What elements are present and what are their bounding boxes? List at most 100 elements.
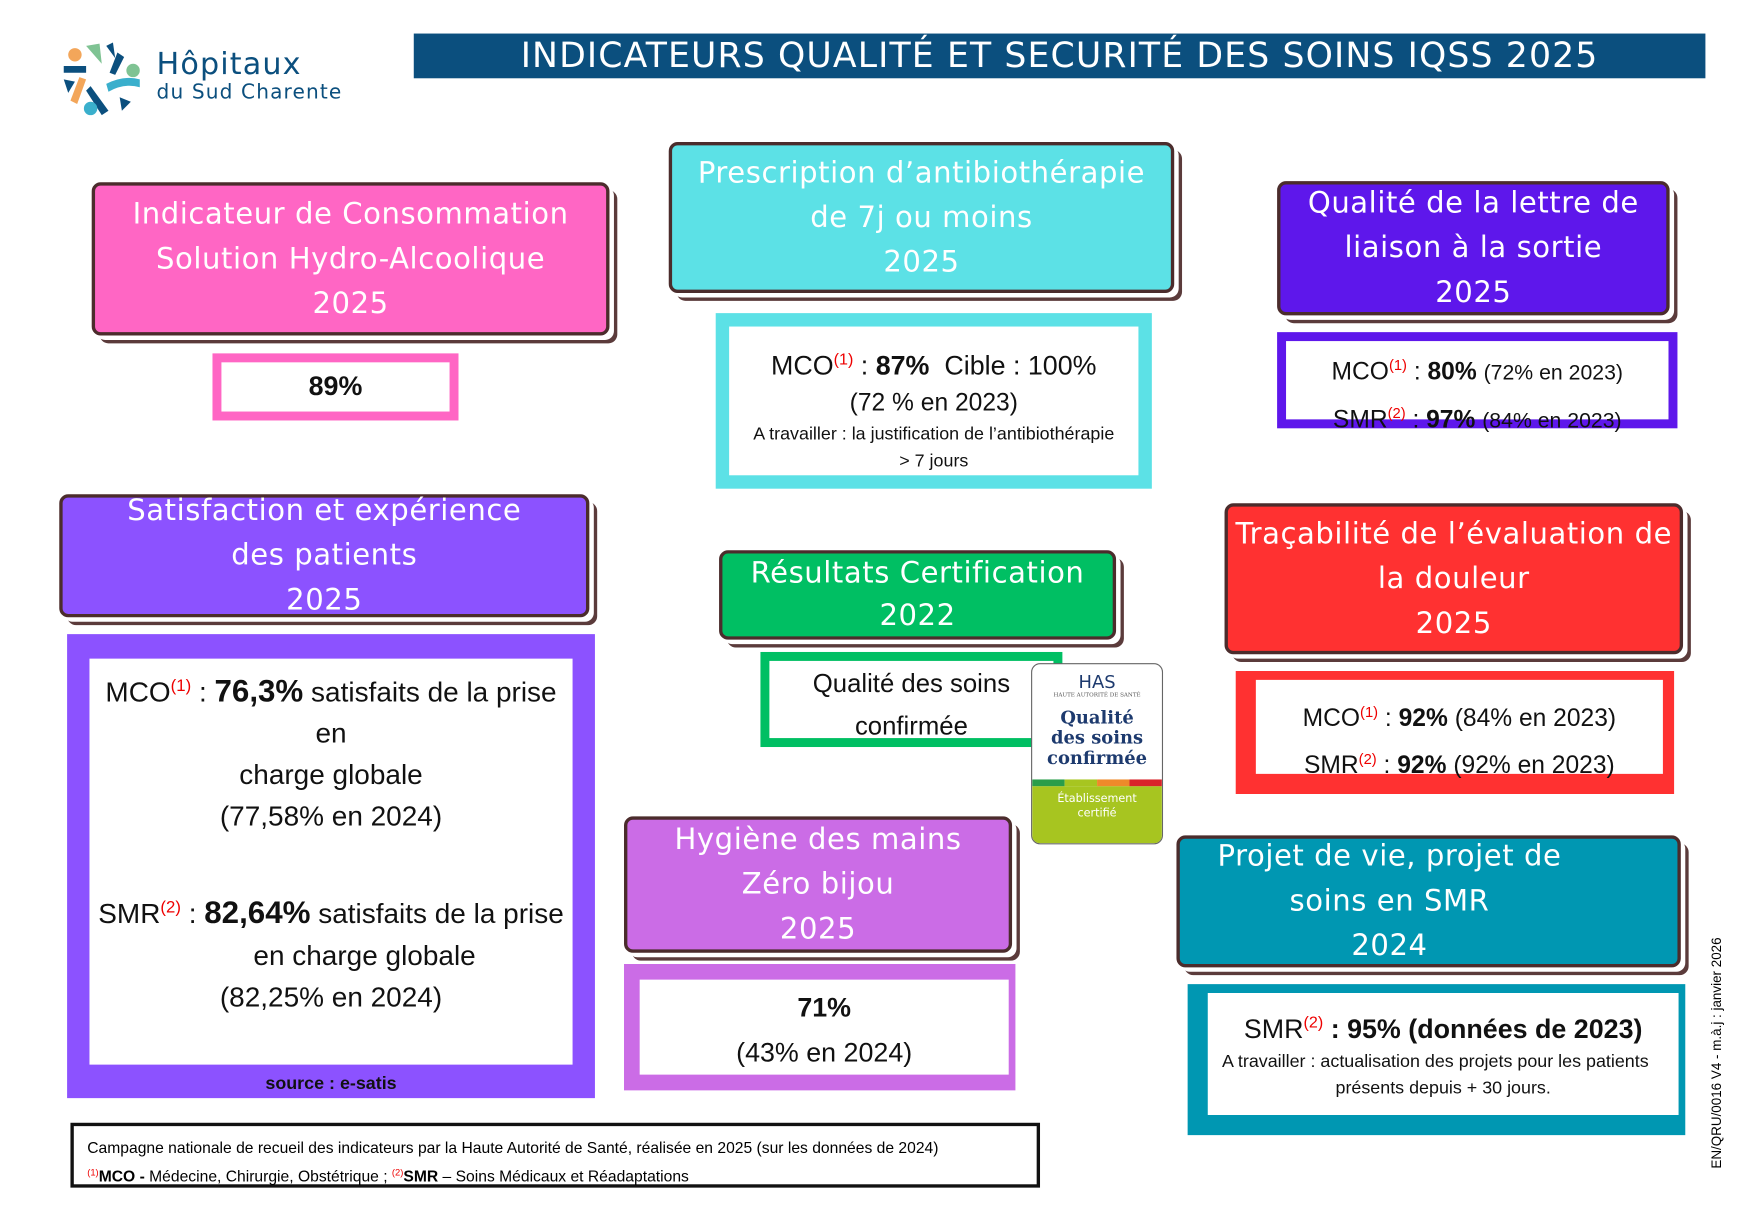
antibio-prev: (72 % en 2023) [849,388,1018,417]
header-year: 2024 [1351,929,1428,963]
has-title: Qualité des soins confirmée [1032,706,1162,769]
header-year: 2022 [879,599,956,633]
satisfaction-mco: MCO(1) : 76,3% satisfaits de la prise en [105,673,557,750]
douleur-mco-prev: (84% en 2023) [1454,703,1617,732]
antibio-target: Cible : 100% [944,351,1097,382]
douleur-smr-prev: (92% en 2023) [1453,751,1615,780]
card-header-satisfaction: Satisfaction et expérience des patients … [59,494,590,618]
footnote-ref: (2) [160,898,181,918]
lettre-mco-value: 80% [1427,357,1477,386]
footnote-ref: (2) [391,1166,404,1178]
satisfaction-smr-prev: (82,25% en 2024) [219,981,443,1013]
certif-text: confirmée [854,711,968,741]
satisfaction-source: source : e-satis [265,1074,397,1094]
card-header-douleur: Traçabilité de l’évaluation de la douleu… [1224,503,1684,655]
douleur-mco-value: 92% [1398,703,1448,732]
document-reference: EN/QRU/0016 V4 - m.à.j : janvier 2026 [1708,937,1725,1169]
projet-work: présents depuis + 30 jours. [1335,1079,1551,1099]
header-year: 2025 [312,286,389,321]
header-line: soins en SMR [1289,884,1490,919]
projet-main: SMR(2) : 95% (données de 2023) [1208,1004,1679,1049]
smr-label: SMR [1304,751,1359,780]
header-year: 2025 [286,583,363,618]
header-line: liaison à la sortie [1344,231,1603,266]
has-line: confirmée [1047,747,1148,769]
value-box-sha: 89% [212,353,459,421]
satisfaction-text: en charge globale [253,940,476,972]
douleur-smr: SMR(2) : 92% (92% en 2023) [1304,750,1615,780]
logo-name: Hôpitaux [156,46,302,82]
hygiene-prev: (43% en 2024) [736,1037,913,1068]
header-line: des patients [231,539,418,573]
header-year: 2025 [1415,606,1492,641]
footnote-ref: (1) [170,676,192,696]
header-line: Traçabilité de l’évaluation de [1235,517,1673,551]
has-line: des soins [1051,726,1144,749]
sha-value: 89% [308,371,363,402]
lettre-smr-prev: (84% en 2023) [1482,410,1622,434]
footnote-ref: (2) [1358,750,1377,768]
lettre-smr: SMR(2) : 97% (84% en 2023) [1332,405,1622,434]
douleur-smr-value: 92% [1397,751,1447,780]
footnote-ref: (1) [833,351,854,370]
card-header-hygiene: Hygiène des mains Zéro bijou 2025 [624,816,1013,953]
douleur-mco: MCO(1) : 92% (84% en 2023) [1302,703,1617,732]
value-box-lettre: MCO(1) : 80% (72% en 2023) SMR(2) : 97% … [1277,332,1678,434]
satisfaction-text: satisfaits de la prise en [311,676,557,750]
footer-legend: (1)MCO - Médecine, Chirurgie, Obstétriqu… [87,1160,1023,1189]
mco-label: MCO [105,676,171,709]
lettre-mco: MCO(1) : 80% (72% en 2023) [1331,356,1624,386]
antibio-main: MCO(1) : 87% Cible : 100% [729,342,1138,384]
satisfaction-text: satisfaits de la prise [318,898,564,931]
header-line: Solution Hydro-Alcoolique [156,242,546,276]
card-header-sha: Indicateur de Consommation Solution Hydr… [91,182,610,336]
header-year: 2025 [779,912,857,947]
mco-label: MCO [1302,703,1361,732]
has-logo: HAS [1078,670,1116,693]
mco-label: MCO [1331,357,1389,386]
sep: : [853,351,876,382]
header-line: Satisfaction et expérience [127,494,522,528]
header-line: Qualité de la lettre de [1307,186,1639,221]
smr-label: SMR [1332,405,1388,434]
card-header-lettre: Qualité de la lettre de liaison à la sor… [1277,181,1670,316]
projet-value: : 95% (données de 2023) [1330,1014,1643,1045]
lettre-smr-value: 97% [1426,405,1476,434]
header-line: la douleur [1377,561,1530,596]
header-line: Hygiène des mains [674,823,962,857]
satisfaction-smr-value: 82,64% [204,895,311,931]
smr-label: SMR [1243,1014,1304,1045]
certif-text: Qualité des soins [812,668,1011,698]
header-line: Résultats Certification [750,556,1085,591]
antibio-work: > 7 jours [899,451,969,471]
value-box-antibio: MCO(1) : 87% Cible : 100% (72 % en 2023)… [715,313,1152,489]
footnote-ref: (1) [1388,356,1407,374]
has-line: certifié [1077,807,1117,820]
has-line: Qualité [1060,706,1134,729]
page-title: INDICATEURS QUALITÉ ET SECURITÉ DES SOIN… [413,33,1706,79]
hygiene-value: 71% [797,993,852,1024]
antibio-work: A travailler : la justification de l’ant… [753,424,1115,444]
mco-abbr: MCO - [98,1167,150,1186]
header-line: Zéro bijou [741,867,895,902]
value-box-hygiene: 71% (43% en 2024) [624,963,1016,1091]
footer-line: Campagne nationale de recueil des indica… [87,1138,939,1157]
satisfaction-smr: SMR(2) : 82,64% satisfaits de la prise [98,895,564,931]
smr-abbr: SMR [403,1167,439,1186]
smr-def: – Soins Médicaux et Réadaptations [438,1167,689,1186]
card-header-certif: Résultats Certification 2022 [719,550,1117,640]
header-line: Prescription d’antibiothérapie [697,156,1146,190]
value-box-certif: Qualité des soins confirmée [760,651,1063,748]
card-header-antibio: Prescription d’antibiothérapie de 7j ou … [668,142,1175,293]
header-year: 2025 [883,245,960,280]
footnote-ref: (1) [1360,703,1379,721]
footnote-ref: (1) [87,1166,99,1178]
value-box-projet: SMR(2) : 95% (données de 2023) A travail… [1187,984,1686,1136]
logo-subname: du Sud Charente [156,80,343,105]
footnote-ref: (2) [1387,405,1406,422]
footnote-ref: (2) [1303,1014,1324,1033]
card-header-projet: Projet de vie, projet de soins en SMR 20… [1176,835,1681,968]
projet-work: A travailler : actualisation des projets… [1221,1052,1649,1072]
lettre-mco-prev: (72% en 2023) [1483,361,1624,386]
